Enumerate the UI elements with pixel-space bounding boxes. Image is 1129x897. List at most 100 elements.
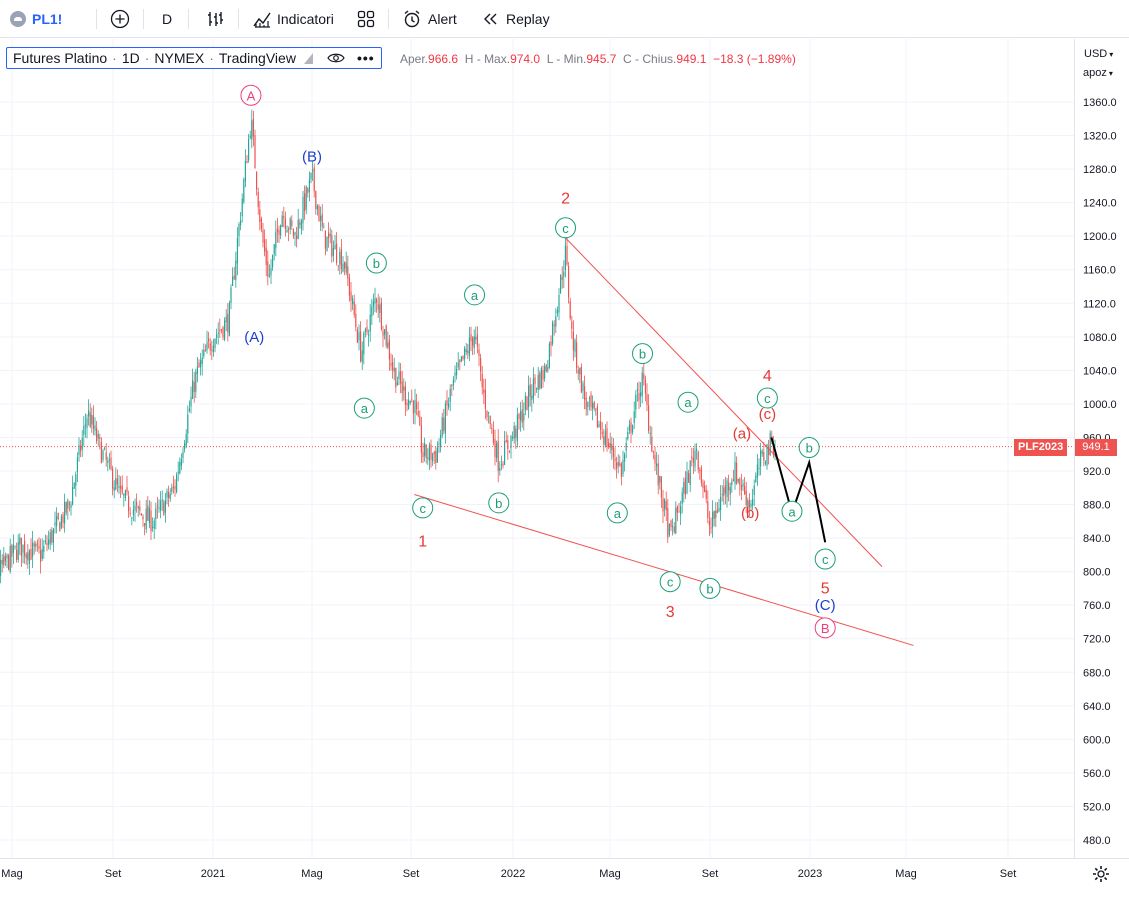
candle-body [388, 339, 391, 360]
candle-body [259, 209, 261, 222]
candle-body [230, 287, 232, 303]
candle-body [248, 138, 250, 161]
open-label: Aper. [400, 52, 429, 66]
candle-body [625, 442, 627, 451]
trendline[interactable] [414, 494, 914, 646]
candle-body [414, 399, 416, 414]
candle-body [678, 511, 680, 513]
candle-body [545, 364, 547, 372]
candle-body [435, 450, 437, 463]
chart-type-button[interactable] [205, 0, 225, 38]
candle-body [563, 271, 565, 277]
candle-body [582, 383, 584, 391]
alert-button[interactable]: Alert [402, 0, 457, 38]
scale-mode-dropdown[interactable]: apoz ▾ [1083, 67, 1113, 79]
candle-body [395, 368, 397, 388]
candle-body [761, 451, 763, 454]
candle-body [612, 446, 615, 458]
price-tick-label: 1360.0 [1083, 97, 1117, 109]
layout-button[interactable] [356, 0, 376, 38]
candle-body [728, 482, 730, 491]
toolbar-divider [96, 9, 97, 29]
price-tick-label: 920.0 [1083, 466, 1111, 478]
close-value: 949.1 [676, 52, 707, 66]
candle-body [49, 532, 51, 544]
time-axis-ticks: Mag Set 2021 Mag Set 2022 Mag Set 2023 Mag Set [1, 868, 1016, 880]
time-tick-label: Mag [1, 868, 22, 880]
candle-body [400, 371, 402, 384]
wave-label: A [247, 88, 256, 103]
candle-body [473, 336, 475, 349]
candle-body [467, 350, 469, 354]
wave-label-circle [756, 387, 778, 409]
symbol-legend[interactable]: Futures Platino · 1D · NYMEX · TradingVi… [6, 47, 382, 69]
chevron-down-icon: ▾ [1108, 69, 1113, 78]
candle-body [11, 545, 13, 557]
candle-body [635, 394, 637, 410]
candle-body [742, 483, 744, 487]
candle-body [238, 223, 240, 237]
symbol-button[interactable]: PL1! [10, 0, 62, 38]
candle-body [425, 444, 427, 458]
replay-icon [484, 13, 497, 25]
candle-body [672, 526, 674, 528]
bars-icon [208, 12, 223, 26]
projection-path[interactable] [770, 437, 827, 543]
candle-body [81, 437, 83, 450]
candle-body [544, 366, 546, 379]
candle-body [592, 402, 594, 409]
candle-body [280, 225, 282, 236]
candle-body [214, 338, 216, 348]
candle-body [313, 167, 315, 192]
time-axis[interactable]: Mag Set 2021 Mag Set 2022 Mag Set 2023 Mag Set [0, 858, 1129, 896]
candle-body [427, 457, 429, 459]
eye-icon[interactable] [327, 52, 345, 64]
candle-body [424, 443, 426, 456]
currency-dropdown[interactable]: USD ▾ [1084, 48, 1113, 60]
candle-body [547, 366, 549, 371]
settings-gear-icon[interactable] [1091, 864, 1111, 884]
wave-label: 2 [561, 190, 570, 207]
candle-body [433, 451, 435, 455]
candle-body [553, 324, 555, 326]
time-tick-label: Mag [599, 868, 620, 880]
candle-body [764, 461, 767, 464]
candle-body [99, 437, 101, 439]
more-icon[interactable]: ••• [356, 50, 375, 66]
candle-body [507, 440, 509, 450]
candle-body [27, 552, 29, 561]
wave-label-circle [798, 437, 820, 459]
candle-body [590, 394, 592, 408]
candle-body [579, 367, 581, 375]
candle-body [444, 403, 447, 434]
candle-body [704, 485, 706, 493]
candle-body [254, 135, 256, 169]
candle-body [352, 298, 354, 305]
candle-body [513, 426, 515, 439]
price-tick-label: 760.0 [1083, 600, 1111, 612]
candle-body [654, 454, 656, 464]
candle-body [304, 193, 306, 212]
candle-body [604, 431, 607, 446]
candle-body [350, 291, 352, 301]
candle-body [257, 191, 259, 208]
candle-body [707, 501, 709, 519]
candle-body [355, 314, 357, 328]
candle-body [156, 505, 159, 508]
replay-button[interactable]: Replay [481, 0, 550, 38]
interval-button[interactable]: D [162, 0, 172, 38]
candle-body [148, 507, 151, 524]
candle-body [734, 461, 736, 484]
candle-body [769, 432, 771, 456]
candle-body [766, 444, 768, 466]
price-tick-label: 880.0 [1083, 500, 1111, 512]
add-symbol-button[interactable] [110, 0, 130, 38]
trendline[interactable] [565, 237, 883, 567]
symbol-price-tag: PLF2023 [1014, 438, 1068, 456]
candle-body [376, 299, 378, 303]
candle-body [336, 243, 338, 264]
indicators-button[interactable]: Indicatori [252, 0, 334, 38]
candle-body [164, 500, 167, 513]
wave-label-circle [814, 548, 836, 570]
